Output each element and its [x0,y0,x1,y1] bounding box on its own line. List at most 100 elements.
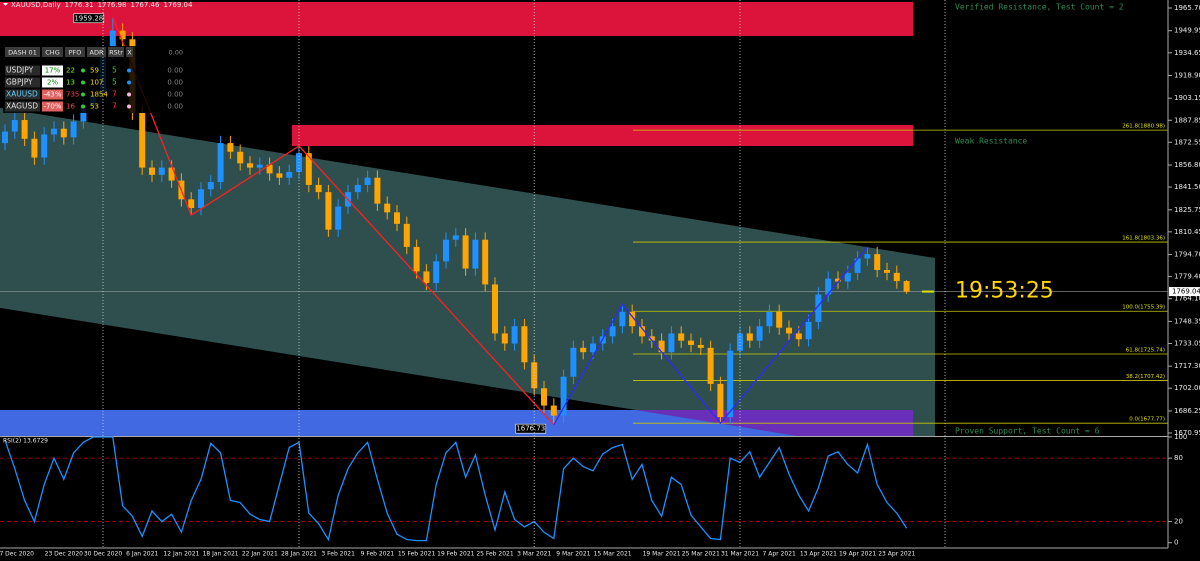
candle-body [874,254,881,270]
candle-body [903,281,910,292]
candle-body [501,333,508,344]
x-tick-label: 12 Jan 2021 [163,551,199,558]
candle-body [168,167,175,181]
candle-body [786,327,792,334]
change: 2% [47,79,58,87]
dashboard-header[interactable]: X [127,49,132,57]
indicator-tick-label: 100 [1174,433,1187,441]
candle-body [658,340,665,353]
candle-body [766,311,773,327]
x-tick-label: 25 Mar 2021 [682,551,720,558]
candle-body [668,333,675,353]
x-tick-label: 13 Apr 2021 [800,551,837,558]
pfo-dot [81,80,85,85]
rstr-dot [127,68,131,73]
value: 0.00 [167,67,183,75]
chart-header: XAUUSD,Daily 1776.31 1776.98 1767.46 1769.04 [11,1,193,9]
indicator-tick-label: 80 [1174,454,1183,462]
change-cell [42,65,63,76]
candle-body [835,278,841,282]
y-tick-label: 1779.40 [1174,273,1200,281]
x-tick-label: 18 Jan 2021 [203,551,239,558]
dashboard-header: 0.00 [169,49,183,57]
x-tick-label: 17 Dec 2020 [0,551,34,558]
indicator-title: RSI(2) 13.6729 [3,438,48,445]
x-tick-label: 15 Mar 2021 [594,551,632,558]
y-tick-label: 1903.15 [1174,94,1200,102]
candle-body [276,173,283,178]
candle-body [70,121,77,138]
price-label-box [73,13,105,24]
open: 1776.31 [65,1,94,9]
candle-body [717,383,724,418]
symbol: GBPJPY [6,78,33,87]
candle-body [815,294,822,322]
x-tick-label: 25 Feb 2021 [476,551,514,558]
candle-body [844,272,851,282]
pfo: 13 [66,79,75,87]
candle-body [521,326,528,363]
y-tick-label: 1794.70 [1174,251,1200,259]
change-cell [42,77,63,88]
rstr-dot [127,92,131,97]
dashboard-header-cell [42,47,63,57]
candle-body [374,177,381,204]
y-tick-label: 1686.25 [1174,407,1200,415]
candle-body [247,163,253,168]
rstr: 5 [112,66,117,75]
candle-body [707,347,714,384]
candle-body [541,388,547,406]
change: -70% [43,103,61,111]
dashboard-header: CHG [45,49,59,57]
y-tick-label: 1670.95 [1174,429,1200,437]
change-cell [42,89,63,100]
candle-body [188,199,195,208]
symbol-cell [5,77,40,88]
x-tick-label: 23 Apr 2021 [878,551,915,558]
rstr: 7 [112,102,117,111]
symbol: XAUUSD,Daily [11,1,61,9]
y-tick-label: 1887.85 [1174,116,1200,124]
rstr: 5 [112,78,117,87]
zone [0,1,913,36]
candle-body [335,206,342,230]
symbol-cell [5,65,40,76]
candle-body [51,128,57,135]
candle-body [648,336,655,341]
candle-body [80,105,87,122]
dashboard-header: RStr [109,49,123,57]
y-tick-label: 1856.80 [1174,161,1200,169]
adr: 1854 [90,91,108,99]
candle-body [354,184,361,193]
candle-body [315,184,322,193]
close: 1769.04 [163,1,192,9]
zone-label: Weak Resistance [955,137,1027,146]
candle-body [109,30,116,53]
candle-body [590,343,596,353]
y-tick-label: 1764.10 [1174,295,1200,303]
indicator-line [4,436,908,542]
low: 1767.46 [131,1,160,9]
symbol: USDJPY [6,66,34,75]
candle-body [472,239,479,269]
candle-body [217,143,224,183]
candle-body [139,112,146,168]
y-tick-label: 1965.70 [1174,4,1200,12]
y-tick-label: 1918.90 [1174,71,1200,79]
candle-body [384,203,391,213]
candle-body [511,326,518,344]
y-tick-label: 1949.95 [1174,27,1200,35]
candle-body [854,258,861,273]
candle-body [21,120,28,139]
pfo-dot [81,68,85,73]
y-tick-label: 1717.30 [1174,362,1200,370]
x-tick-label: 31 Mar 2021 [721,551,759,558]
change-cell [42,101,63,112]
rstr: 7 [112,90,117,99]
candle-body [237,151,244,164]
candle-body [60,128,67,138]
price-label: 1676.73 [516,425,545,433]
x-tick-label: 3 Feb 2021 [321,551,355,558]
